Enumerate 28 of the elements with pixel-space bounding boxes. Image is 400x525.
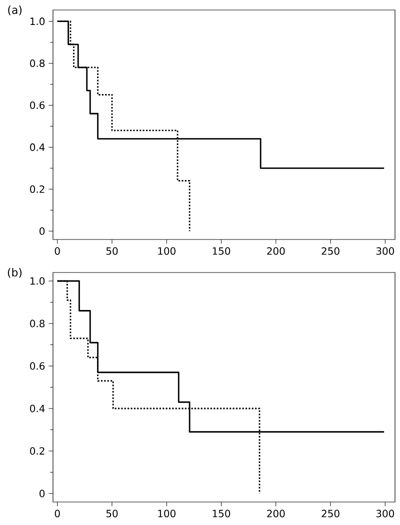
x-tick-label: 150 [212,510,230,518]
y-tick-label: 1.0 [30,277,45,285]
y-tick-label: 0.6 [30,101,45,110]
y-tick-label: 0.2 [30,185,44,193]
y-tick-label: 0 [40,490,45,498]
x-tick-label: 50 [106,510,118,518]
y-tick-label: 0.4 [30,143,45,151]
x-tick-label: 300 [376,510,394,518]
x-tick-label: 0 [54,247,60,255]
x-tick-label: 100 [158,510,176,518]
chart-title: (b) [8,268,22,278]
y-tick-label: 0.2 [30,447,44,455]
chart-title: (a) [8,6,22,16]
x-tick-label: 150 [212,247,230,255]
x-tick-label: 0 [54,510,60,518]
y-tick-label: 0.4 [30,404,45,412]
y-tick-label: 0.8 [30,60,45,68]
y-tick-label: 0.6 [30,362,45,370]
y-tick-label: 0 [40,227,45,235]
y-tick-label: 1.0 [30,18,45,26]
x-tick-label: 250 [322,510,340,518]
x-tick-label: 100 [158,247,176,255]
x-tick-label: 200 [267,510,285,518]
x-tick-label: 50 [106,247,118,255]
x-tick-label: 250 [322,247,340,255]
x-tick-label: 200 [267,247,285,255]
y-tick-label: 0.8 [30,320,45,328]
x-tick-label: 300 [376,247,394,255]
